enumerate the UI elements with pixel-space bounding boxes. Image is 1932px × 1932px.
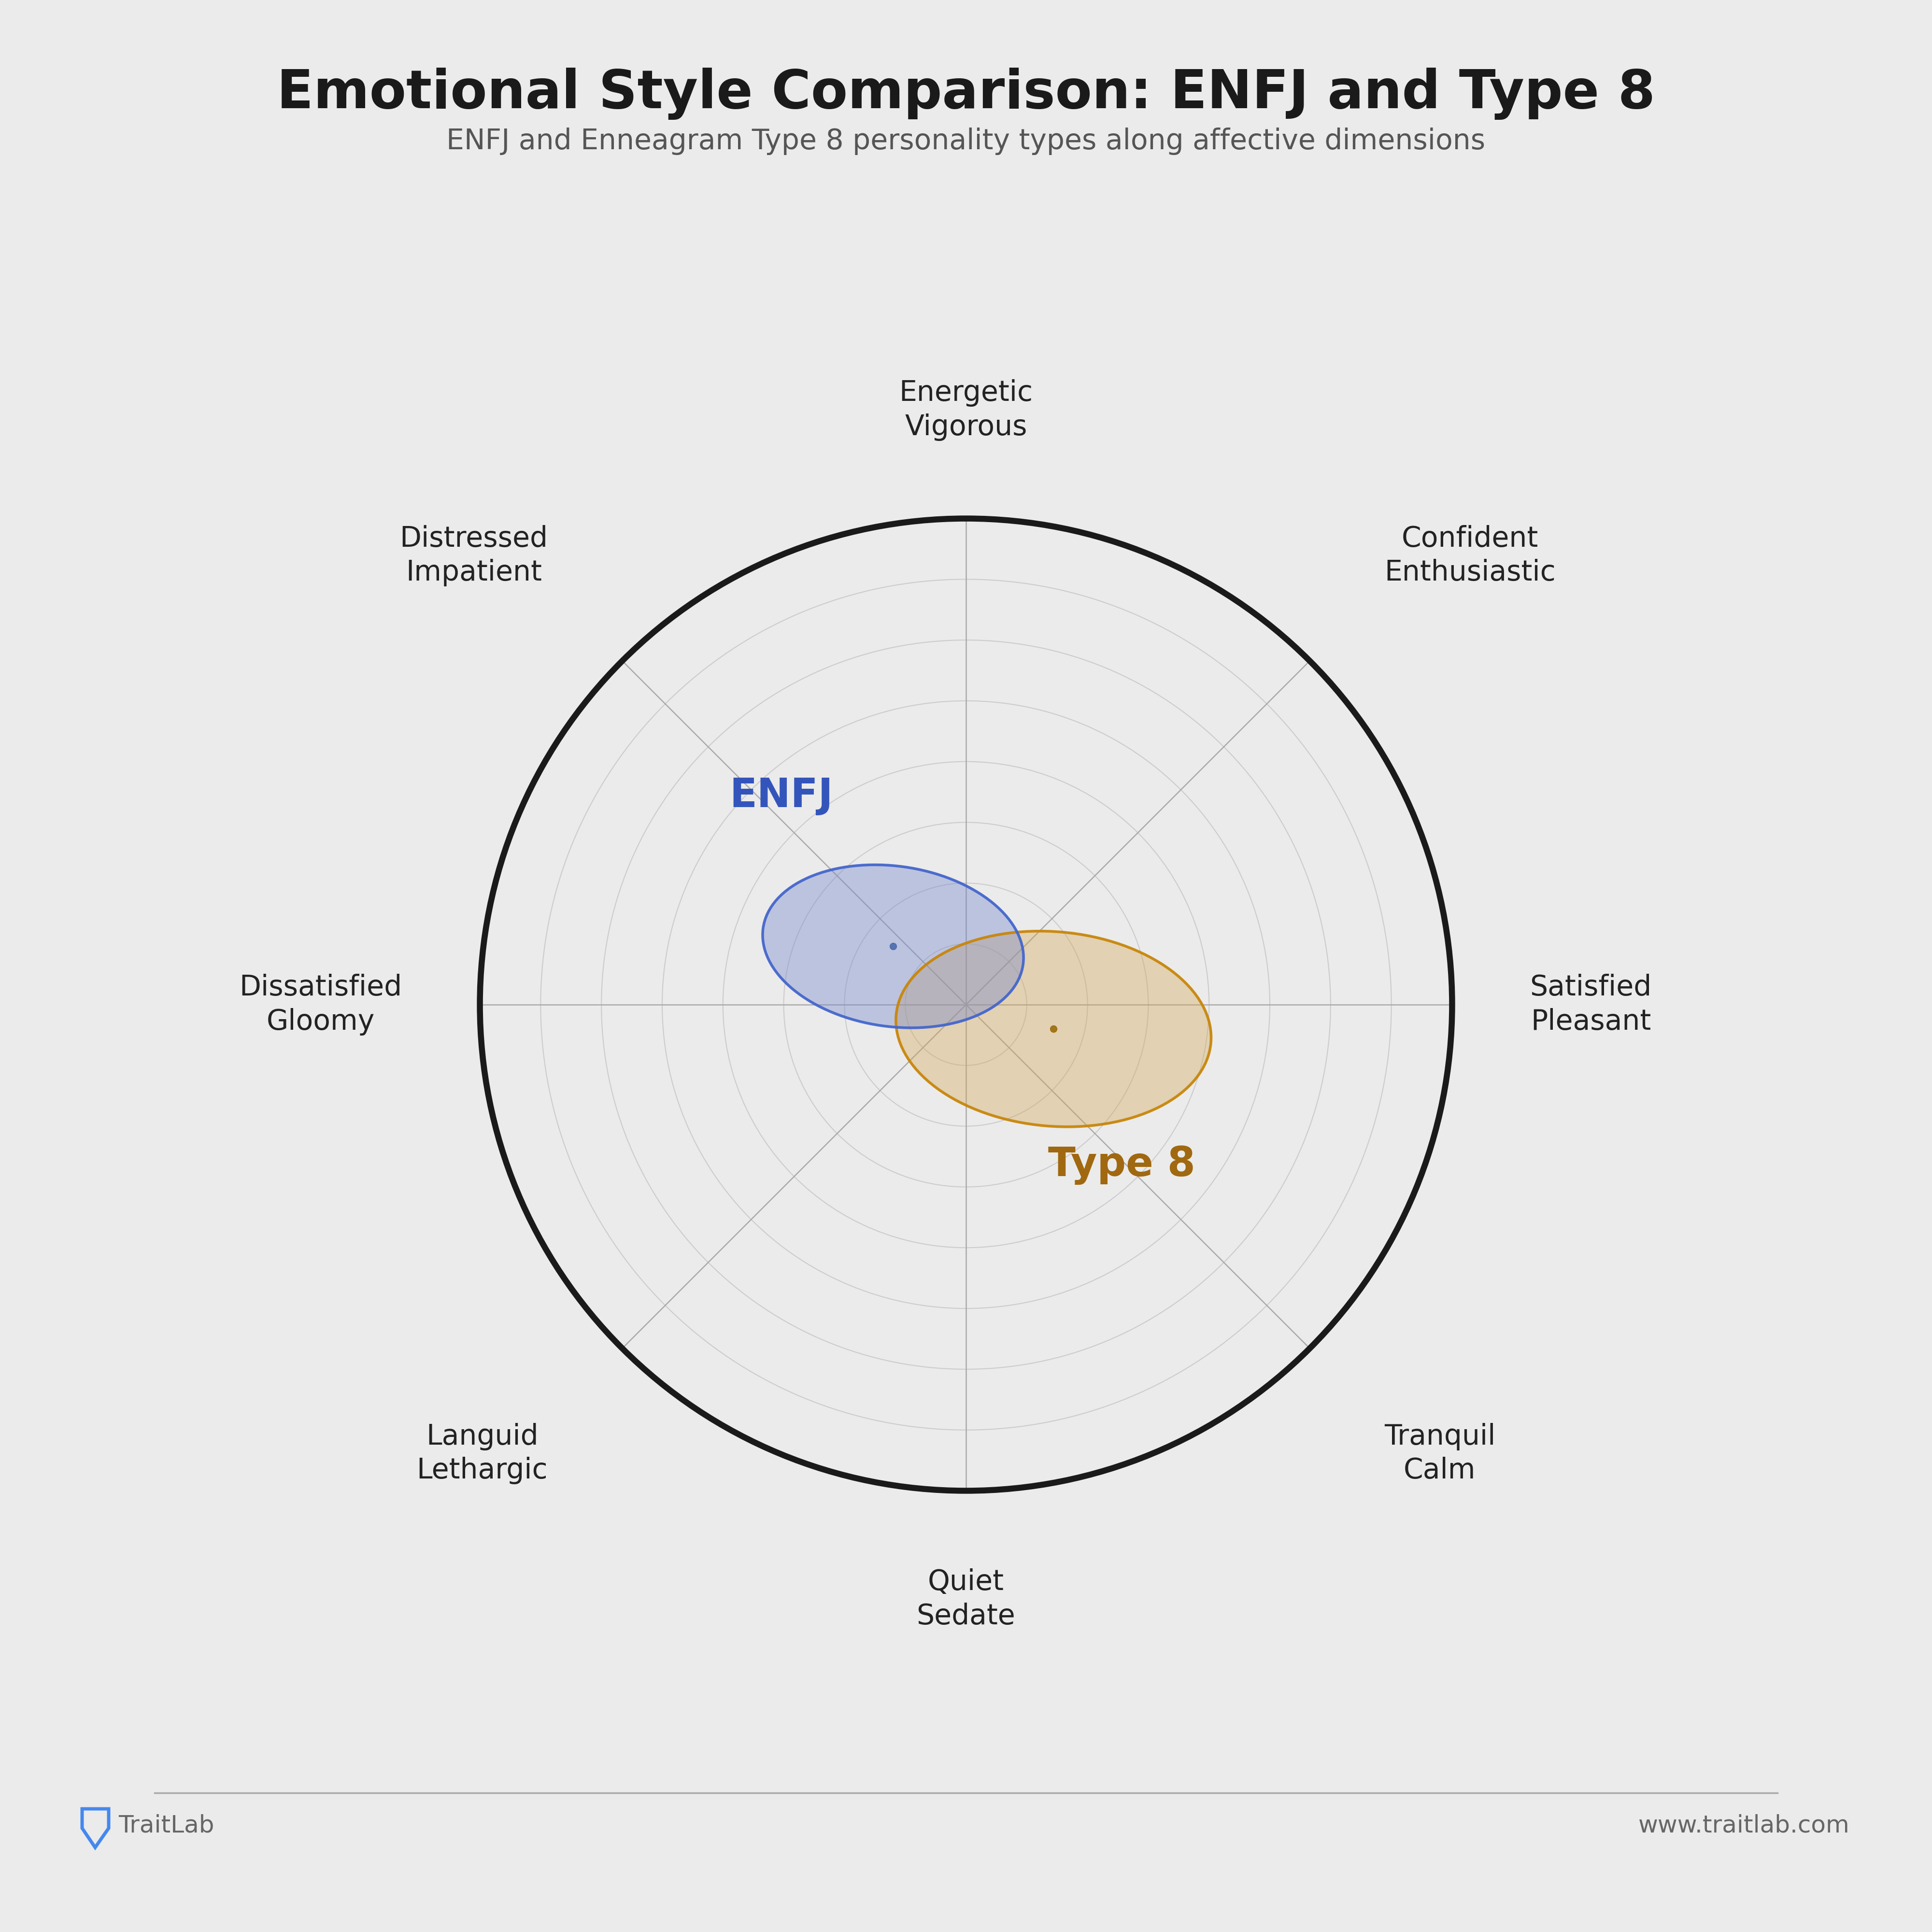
Text: TraitLab: TraitLab (118, 1814, 214, 1837)
Text: Dissatisfied
Gloomy: Dissatisfied Gloomy (240, 974, 402, 1036)
Text: Confident
Enthusiastic: Confident Enthusiastic (1383, 526, 1555, 587)
Text: Quiet
Sedate: Quiet Sedate (916, 1569, 1016, 1631)
Text: Tranquil
Calm: Tranquil Calm (1383, 1422, 1495, 1484)
Text: www.traitlab.com: www.traitlab.com (1638, 1814, 1851, 1837)
Text: Distressed
Impatient: Distressed Impatient (400, 526, 549, 587)
Text: Languid
Lethargic: Languid Lethargic (417, 1422, 549, 1484)
Ellipse shape (896, 931, 1211, 1126)
Text: Satisfied
Pleasant: Satisfied Pleasant (1530, 974, 1652, 1036)
Text: ENFJ: ENFJ (730, 777, 833, 815)
Ellipse shape (763, 866, 1024, 1028)
Text: Energetic
Vigorous: Energetic Vigorous (898, 379, 1034, 440)
Text: Type 8: Type 8 (1047, 1146, 1196, 1184)
Text: ENFJ and Enneagram Type 8 personality types along affective dimensions: ENFJ and Enneagram Type 8 personality ty… (446, 128, 1486, 155)
Text: Emotional Style Comparison: ENFJ and Type 8: Emotional Style Comparison: ENFJ and Typ… (276, 68, 1656, 120)
